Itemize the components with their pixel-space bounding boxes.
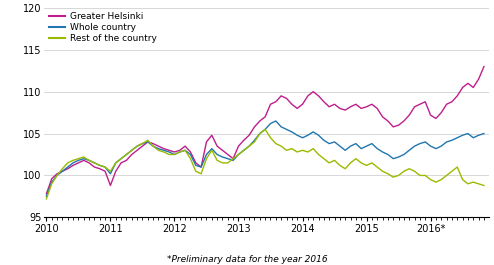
Text: *Preliminary data for the year 2016: *Preliminary data for the year 2016 [166,255,328,264]
Legend: Greater Helsinki, Whole country, Rest of the country: Greater Helsinki, Whole country, Rest of… [49,12,157,43]
